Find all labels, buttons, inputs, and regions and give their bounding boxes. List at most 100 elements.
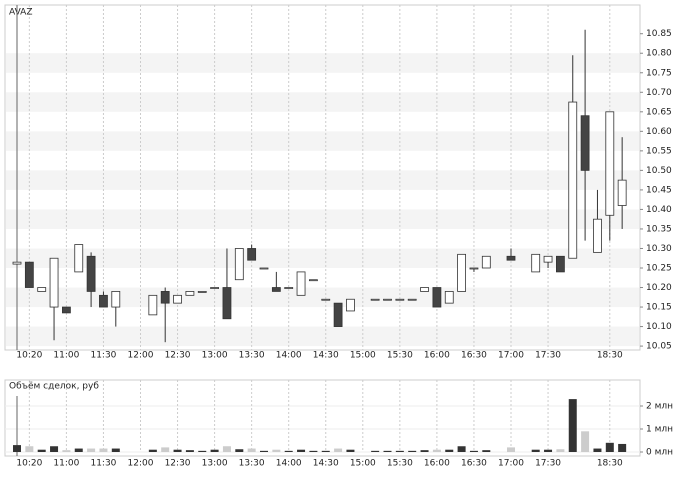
y-tick-label: 1 млн bbox=[646, 425, 673, 435]
volume-bar bbox=[222, 446, 231, 452]
x-tick-label: 13:30 bbox=[239, 351, 265, 361]
candle-body bbox=[370, 298, 380, 301]
x-tick-label: 18:30 bbox=[597, 459, 623, 469]
volume-bar bbox=[111, 448, 120, 452]
candle-body bbox=[222, 287, 232, 320]
volume-bar bbox=[531, 449, 540, 452]
x-tick-label: 16:00 bbox=[424, 351, 450, 361]
x-tick-label: 17:00 bbox=[498, 351, 524, 361]
x-tick-label: 17:30 bbox=[535, 459, 561, 469]
candle-body bbox=[284, 287, 294, 289]
grid-band bbox=[6, 326, 639, 347]
candle-body bbox=[407, 298, 417, 301]
y-tick-label: 10.15 bbox=[646, 303, 672, 313]
x-tick-label: 11:30 bbox=[90, 459, 116, 469]
y-tick-label: 0 млн bbox=[646, 448, 673, 458]
volume-bar bbox=[445, 449, 454, 452]
candle-body bbox=[580, 115, 590, 171]
volume-bar bbox=[334, 448, 343, 452]
volume-bar bbox=[581, 431, 590, 452]
x-tick-label: 14:00 bbox=[276, 459, 302, 469]
volume-bar bbox=[210, 449, 219, 452]
candle-body bbox=[321, 298, 331, 301]
candle-body bbox=[617, 179, 627, 206]
y-tick-label: 10.10 bbox=[646, 322, 672, 332]
candle-body bbox=[506, 255, 516, 261]
candle-body bbox=[185, 291, 195, 296]
volume-bar bbox=[457, 446, 466, 452]
x-tick-label: 11:30 bbox=[90, 351, 116, 361]
volume-bar bbox=[37, 449, 46, 452]
volume-bar bbox=[148, 449, 157, 452]
candle-body bbox=[346, 298, 355, 312]
x-tick-label: 11:00 bbox=[53, 459, 79, 469]
x-tick-label: 17:00 bbox=[498, 459, 524, 469]
volume-bar bbox=[321, 450, 330, 452]
volume-bar bbox=[260, 450, 268, 452]
candle-body bbox=[197, 291, 207, 293]
price-title: AVAZ bbox=[9, 8, 32, 18]
candle-body bbox=[568, 101, 578, 259]
y-tick-label: 10.30 bbox=[646, 244, 672, 254]
volume-bar bbox=[50, 446, 59, 452]
y-tick-label: 10.25 bbox=[646, 264, 672, 274]
x-tick-label: 13:30 bbox=[239, 459, 265, 469]
x-tick-label: 16:30 bbox=[461, 459, 487, 469]
candle-body bbox=[86, 255, 96, 292]
x-tick-label: 16:30 bbox=[461, 351, 487, 361]
y-tick-label: 10.75 bbox=[646, 68, 672, 78]
volume-bar bbox=[25, 446, 34, 452]
y-tick-label: 10.55 bbox=[646, 146, 672, 156]
grid-band bbox=[6, 209, 639, 229]
y-tick-label: 10.45 bbox=[646, 185, 672, 195]
volume-bar bbox=[87, 448, 96, 452]
candle-body bbox=[531, 253, 541, 273]
y-tick-label: 10.85 bbox=[646, 29, 672, 39]
volume-bar bbox=[605, 442, 614, 452]
candle-body bbox=[12, 261, 22, 265]
candle-body bbox=[62, 306, 71, 314]
x-tick-label: 17:30 bbox=[535, 351, 561, 361]
x-tick-label: 18:30 bbox=[597, 351, 623, 361]
volume-bar bbox=[544, 449, 553, 452]
x-tick-label: 15:00 bbox=[350, 459, 376, 469]
volume-bar bbox=[198, 450, 207, 452]
volume-bar bbox=[556, 449, 565, 452]
grid-band bbox=[6, 170, 639, 190]
volume-bar bbox=[507, 447, 515, 452]
candle-body bbox=[111, 291, 121, 308]
grid-band bbox=[6, 92, 639, 112]
y-tick-label: 10.70 bbox=[646, 88, 672, 98]
x-tick-label: 11:00 bbox=[53, 351, 79, 361]
candle-body bbox=[99, 294, 108, 308]
volume-bar bbox=[408, 450, 417, 452]
x-tick-label: 10:20 bbox=[16, 351, 42, 361]
volume-bar bbox=[99, 448, 108, 452]
x-tick-label: 13:00 bbox=[202, 459, 228, 469]
x-tick-label: 14:30 bbox=[313, 351, 339, 361]
candle-body bbox=[210, 287, 220, 289]
x-tick-label: 12:00 bbox=[128, 459, 154, 469]
candle-body bbox=[24, 261, 34, 288]
candle-body bbox=[173, 294, 182, 304]
x-tick-label: 12:30 bbox=[165, 459, 191, 469]
x-tick-label: 10:20 bbox=[16, 459, 42, 469]
candle-body bbox=[469, 267, 479, 270]
volume-bar bbox=[371, 450, 380, 452]
candle-body bbox=[74, 244, 84, 273]
candle-body bbox=[148, 294, 158, 316]
y-tick-label: 10.05 bbox=[646, 342, 672, 352]
volume-bar bbox=[383, 450, 392, 452]
y-tick-label: 10.50 bbox=[646, 166, 672, 176]
y-tick-label: 10.20 bbox=[646, 283, 672, 293]
grid-band bbox=[6, 131, 639, 151]
volume-bar bbox=[74, 448, 83, 452]
y-tick-label: 10.35 bbox=[646, 224, 672, 234]
volume-bar bbox=[173, 449, 182, 452]
candle-body bbox=[556, 255, 565, 273]
candle-body bbox=[296, 271, 306, 296]
x-tick-label: 13:00 bbox=[202, 351, 228, 361]
candle-body bbox=[444, 291, 454, 304]
x-tick-label: 15:30 bbox=[387, 351, 413, 361]
